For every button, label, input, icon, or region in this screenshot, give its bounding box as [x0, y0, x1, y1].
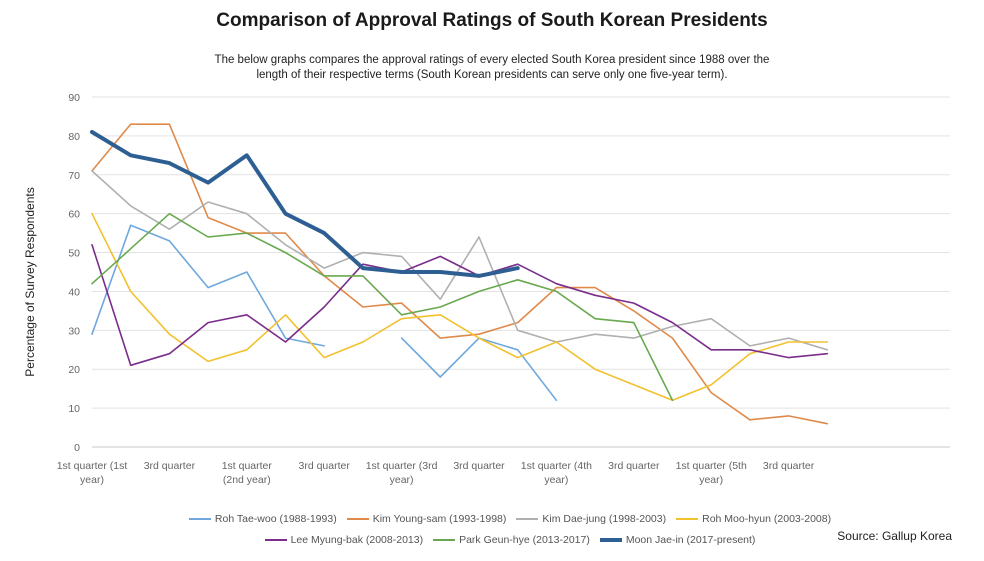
legend-swatch: [188, 517, 211, 520]
legend-label: Roh Tae-woo (1988-1993): [214, 512, 337, 525]
series-segment: [91, 244, 829, 367]
legend-swatch: [516, 517, 539, 520]
legend-swatch: [599, 537, 622, 542]
x-tick-label: 3rd quarter: [608, 460, 660, 472]
legend-swatch: [264, 538, 287, 541]
chart-subtitle-line-1: The below graphs compares the approval r…: [214, 54, 770, 66]
y-tick-label: 80: [68, 131, 80, 143]
x-tick-label: 3rd quarter: [144, 460, 196, 472]
x-tick-label: 1st quarter (1st year): [57, 460, 128, 486]
series-segment: [91, 212, 829, 402]
y-tick-label: 40: [68, 286, 80, 298]
legend-item: Moon Jae-in (2017-present): [599, 533, 756, 546]
y-tick-label: 70: [68, 170, 80, 182]
y-tick-label: 30: [68, 325, 80, 337]
legend-label: Lee Myung-bak (2008-2013): [290, 533, 424, 546]
series-line-2: [91, 170, 829, 351]
legend-label: Roh Moo-hyun (2003-2008): [702, 512, 832, 525]
x-tick-label: 3rd quarter: [299, 460, 351, 472]
series-line-5: [91, 212, 674, 402]
x-tick-label: 3rd quarter: [453, 460, 505, 472]
x-tick-label: 1st quarter (3rd year): [366, 460, 438, 486]
legend-item: Kim Dae-jung (1998-2003): [516, 513, 666, 525]
series-segment: [91, 123, 829, 425]
x-tick-label: 1st quarter (2nd year): [222, 460, 273, 486]
legend-item: Lee Myung-bak (2008-2013): [264, 533, 424, 546]
legend-label: Park Geun-hye (2013-2017): [459, 533, 590, 546]
series-segment: [91, 212, 674, 402]
y-tick-label: 60: [68, 209, 80, 221]
gridlines: [92, 96, 950, 448]
legend-item: Roh Tae-woo (1988-1993): [188, 512, 337, 525]
legend-swatch: [676, 517, 699, 520]
legend-label: Kim Dae-jung (1998-2003): [542, 512, 667, 525]
chart-subtitle-line-2: length of their respective terms (South …: [256, 69, 728, 81]
y-tick-label: 50: [68, 248, 80, 260]
series-segment: [91, 170, 829, 351]
legend-item: Roh Moo-hyun (2003-2008): [676, 513, 831, 525]
series-lines: [90, 123, 829, 425]
legend: Roh Tae-woo (1988-1993) Kim Young-sam (19…: [150, 508, 870, 550]
chart-title: Comparison of Approval Ratings of South …: [216, 10, 768, 31]
y-tick-label: 10: [68, 403, 80, 415]
y-tick-label: 20: [68, 364, 80, 376]
series-segment: [91, 224, 326, 347]
source-note: Source: Gallup Korea: [837, 529, 952, 543]
series-line-0: [91, 224, 558, 402]
x-tick-label: 3rd quarter: [763, 460, 815, 472]
chart-subtitle: The below graphs compares the approval r…: [160, 53, 824, 83]
x-tick-label: 1st quarter (4th year): [521, 460, 592, 486]
legend-row-2: Lee Myung-bak (2008-2013) Park Geun-hye (…: [150, 529, 870, 550]
y-tick-label: 90: [68, 92, 80, 104]
legend-row-1: Roh Tae-woo (1988-1993) Kim Young-sam (19…: [150, 508, 870, 529]
legend-item: Kim Young-sam (1993-1998): [346, 512, 507, 525]
series-line-1: [91, 123, 829, 425]
x-tick-label: 1st quarter (5th year): [676, 460, 747, 486]
legend-swatch: [433, 538, 456, 541]
legend-label: Moon Jae-in (2017-present): [625, 533, 756, 546]
series-line-3: [91, 212, 829, 402]
x-tick-labels: 1st quarter (1st year) 3rd quarter 1st quar…: [57, 460, 815, 486]
series-line-4: [91, 244, 829, 367]
series-segment: [90, 130, 520, 278]
y-tick-labels: 0 10 20 30 40 50 60 70 80 90: [68, 92, 80, 454]
y-tick-label: 0: [74, 442, 80, 454]
legend-item: Park Geun-hye (2013-2017): [433, 534, 590, 546]
series-line-6: [90, 130, 520, 278]
legend-label: Kim Young-sam (1993-1998): [372, 512, 507, 525]
legend-swatch: [346, 517, 369, 520]
